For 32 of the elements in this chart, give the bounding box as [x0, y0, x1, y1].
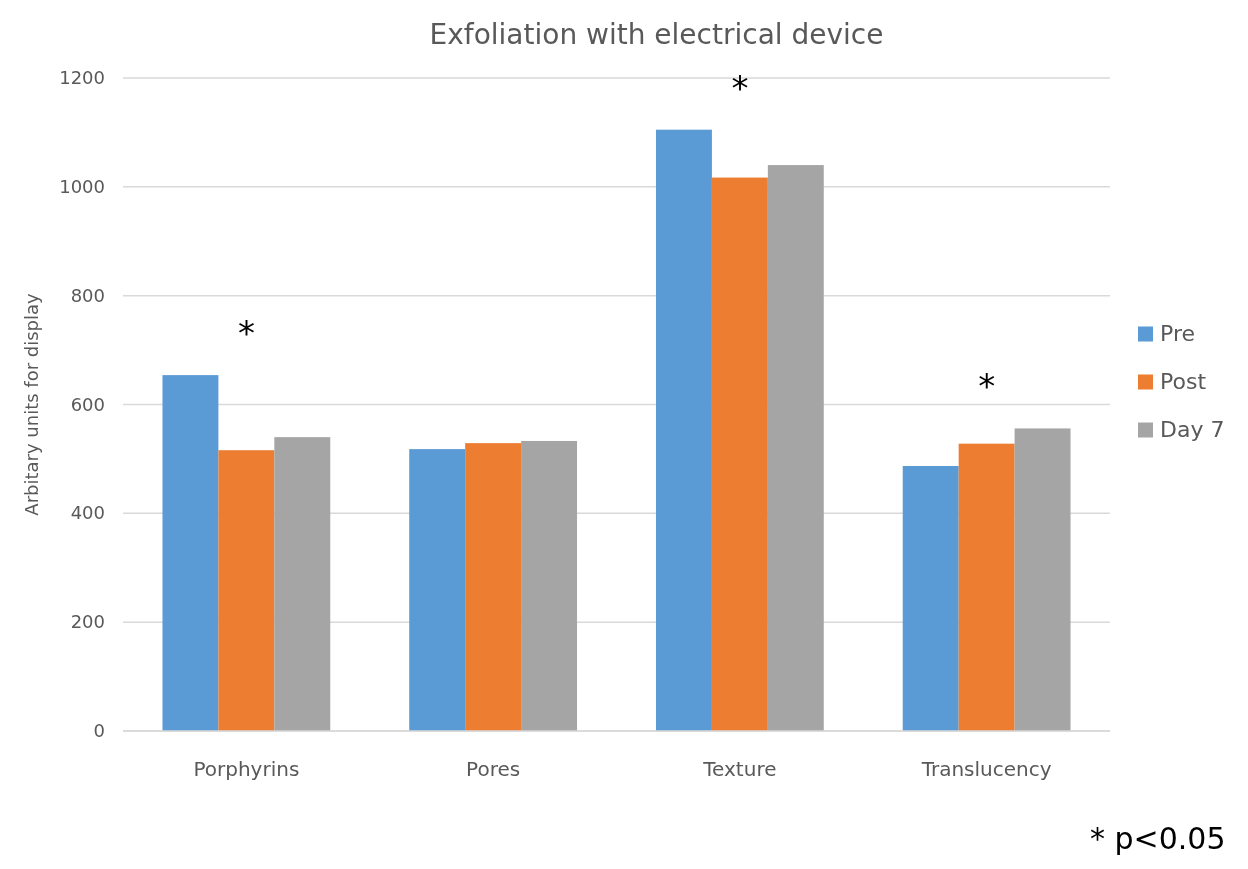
y-tick-label: 1000	[59, 175, 105, 197]
bar	[162, 375, 219, 731]
x-tick-label: Texture	[702, 757, 777, 781]
bar	[958, 443, 1015, 731]
bar	[711, 177, 768, 731]
x-tick-label: Translucency	[920, 757, 1052, 781]
y-tick-label: 0	[93, 720, 105, 741]
y-tick-label: 1200	[59, 67, 105, 88]
text: * p<0.05	[1090, 821, 1226, 856]
y-axis-title: Arbitary units for display	[21, 292, 42, 516]
legend-label: Post	[1160, 368, 1207, 394]
bar	[521, 440, 578, 731]
bar	[465, 443, 522, 731]
annotation: *	[237, 313, 255, 354]
x-tick-label: Porphyrins	[193, 757, 300, 781]
y-tick-label: 800	[70, 284, 105, 306]
legend-label: Day 7	[1160, 416, 1225, 442]
x-tick-label: Pores	[466, 757, 521, 781]
bar	[409, 449, 466, 731]
chart-title: Exfoliation with electrical device	[429, 18, 884, 51]
bar	[902, 465, 959, 731]
bar	[655, 129, 712, 731]
annotation: *	[731, 67, 749, 108]
annotation: *	[978, 366, 996, 407]
bar	[274, 437, 331, 731]
y-tick-label: 200	[70, 611, 105, 633]
legend-label: Pre	[1160, 320, 1195, 346]
bar	[1014, 428, 1071, 731]
bar	[767, 165, 824, 731]
bar	[218, 450, 275, 731]
y-tick-label: 600	[70, 393, 105, 415]
y-tick-label: 400	[70, 502, 105, 524]
